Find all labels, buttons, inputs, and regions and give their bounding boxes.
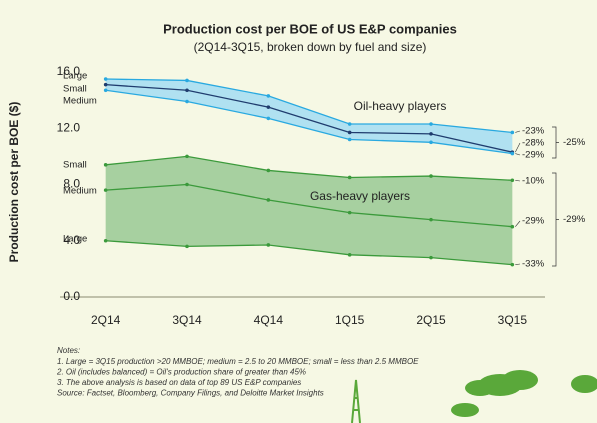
data-point xyxy=(185,99,189,104)
y-tick-label: 8.0 xyxy=(63,177,80,191)
leader xyxy=(515,142,521,153)
change-label: -10% xyxy=(522,176,545,187)
data-point xyxy=(266,94,271,98)
series-line xyxy=(105,89,513,155)
data-point xyxy=(429,255,433,260)
x-tick-label: 2Q15 xyxy=(416,313,446,327)
series-line xyxy=(105,240,513,266)
data-point xyxy=(266,168,271,173)
data-point xyxy=(429,174,433,178)
group-change: -29% xyxy=(563,214,586,225)
series-label: Medium xyxy=(63,186,97,197)
leader xyxy=(515,179,521,182)
data-point xyxy=(103,88,108,93)
data-point xyxy=(266,116,271,121)
data-point xyxy=(185,154,189,159)
series-label: Small xyxy=(63,160,87,171)
data-point xyxy=(429,140,433,145)
series-label: Small xyxy=(63,84,87,95)
leader xyxy=(515,130,521,133)
chart-title: Production cost per BOE of US E&P compan… xyxy=(163,21,457,36)
group-change: -25% xyxy=(563,137,586,148)
data-point xyxy=(429,122,433,126)
group-label: Gas-heavy players xyxy=(310,189,410,203)
note-line: 3. The above analysis is based on data o… xyxy=(57,378,301,387)
data-point xyxy=(429,132,433,136)
series-label: Large xyxy=(63,71,87,82)
data-point xyxy=(185,244,189,249)
data-point xyxy=(103,163,108,167)
data-point xyxy=(510,178,515,183)
data-point xyxy=(347,130,352,135)
data-point xyxy=(347,175,352,180)
data-point xyxy=(103,238,108,243)
change-label: -29% xyxy=(522,150,545,161)
data-point xyxy=(510,262,515,267)
note-line: Source: Factset, Bloomberg, Company Fili… xyxy=(57,389,324,398)
y-tick-label: 12.0 xyxy=(57,120,81,134)
series-label: Medium xyxy=(63,96,97,107)
y-tick-label: 4.0 xyxy=(63,233,80,247)
bracket xyxy=(552,172,559,267)
y-axis-label: Production cost per BOE ($) xyxy=(7,102,21,263)
notes-heading: Notes: xyxy=(57,346,80,355)
bracket xyxy=(552,126,559,159)
x-tick-label: 3Q14 xyxy=(172,313,202,327)
change-label: -29% xyxy=(522,216,545,227)
series-line xyxy=(105,183,513,228)
data-point xyxy=(347,253,352,257)
series-line xyxy=(105,84,513,153)
series-line xyxy=(105,155,513,181)
leader xyxy=(515,153,521,156)
leader xyxy=(515,220,521,227)
data-point xyxy=(103,82,108,87)
x-tick-label: 3Q15 xyxy=(498,313,528,327)
leader xyxy=(515,263,521,265)
data-point xyxy=(103,188,108,192)
change-label: -28% xyxy=(522,138,545,149)
data-point xyxy=(185,78,189,83)
band-area xyxy=(105,79,513,154)
band-area xyxy=(105,156,513,265)
change-label: -23% xyxy=(522,126,545,137)
x-tick-label: 2Q14 xyxy=(91,313,121,327)
x-tick-label: 1Q15 xyxy=(335,313,365,327)
chart-subtitle: (2Q14-3Q15, broken down by fuel and size… xyxy=(194,40,427,54)
group-label: Oil-heavy players xyxy=(354,99,447,113)
data-point xyxy=(266,105,271,109)
change-label: -33% xyxy=(522,259,545,270)
data-point xyxy=(103,77,108,81)
data-point xyxy=(510,130,515,135)
note-line: 2. Oil (includes balanced) = Oil's produ… xyxy=(56,368,306,377)
x-tick-label: 4Q14 xyxy=(254,313,284,327)
data-point xyxy=(510,224,515,229)
decoration xyxy=(351,370,597,423)
y-tick-label: 0.0 xyxy=(63,289,80,303)
series-line xyxy=(105,78,513,134)
data-point xyxy=(185,88,189,93)
data-point xyxy=(347,210,352,215)
data-point xyxy=(347,122,352,126)
data-point xyxy=(266,198,271,202)
data-point xyxy=(510,151,515,156)
data-point xyxy=(185,182,189,187)
data-point xyxy=(266,243,271,247)
series-label: Large xyxy=(63,234,87,245)
data-point xyxy=(347,137,352,142)
data-point xyxy=(429,217,433,222)
y-tick-label: 16.0 xyxy=(57,64,81,78)
note-line: 1. Large = 3Q15 production >20 MMBOE; me… xyxy=(57,357,419,366)
